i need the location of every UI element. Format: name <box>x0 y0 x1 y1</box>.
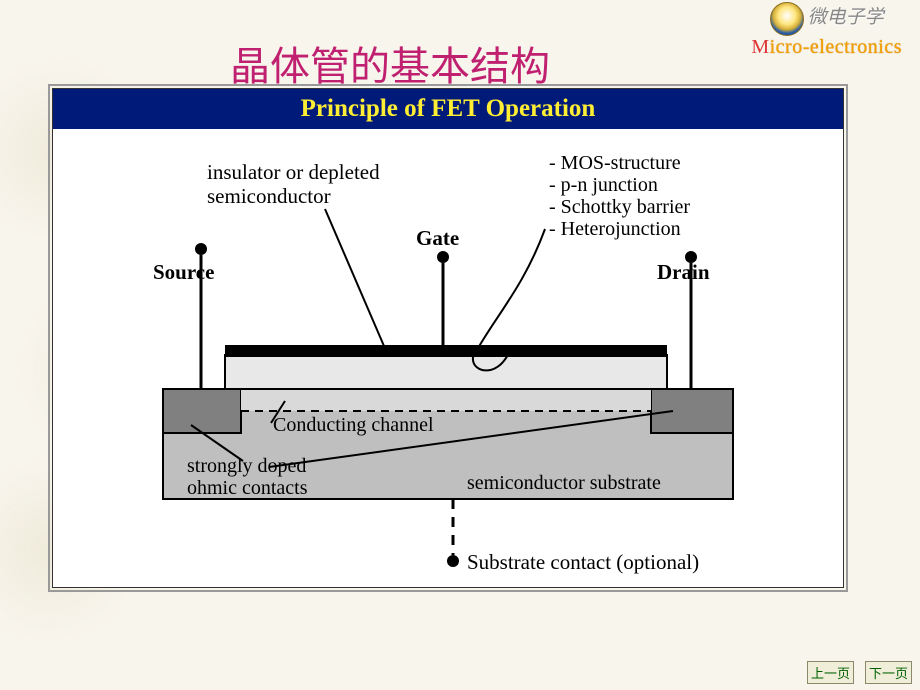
label-gate-type-4: - Heterojunction <box>549 218 681 240</box>
substrate-terminal-icon <box>447 555 459 567</box>
label-gate-type-3: - Schottky barrier <box>549 196 690 218</box>
label-source: Source <box>153 260 214 284</box>
label-insulator2: semiconductor <box>207 184 331 208</box>
insulator-pointer <box>325 209 387 353</box>
gate-metal <box>225 345 667 357</box>
diagram-container: Principle of FET Operation <box>52 88 844 588</box>
next-button[interactable]: 下一页 <box>865 661 912 684</box>
insulator-layer <box>225 355 667 389</box>
brand-en: Micro-electronics <box>751 36 902 58</box>
label-ohmic2: ohmic contacts <box>187 477 308 499</box>
ohmic-right <box>651 389 733 433</box>
diagram-title: Principle of FET Operation <box>53 89 843 129</box>
label-ohmic1: strongly doped <box>187 455 306 477</box>
brand-logo: 微电子学 Micro-electronics <box>751 2 902 59</box>
slide-title: 晶体管的基本结构 <box>230 34 550 92</box>
source-terminal-icon <box>195 243 207 255</box>
channel-region <box>241 389 651 411</box>
ohmic-left <box>163 389 241 433</box>
label-gate-type-2: - p-n junction <box>549 174 658 196</box>
gate-terminal-icon <box>437 251 449 263</box>
label-gate: Gate <box>416 226 459 250</box>
label-drain: Drain <box>657 260 710 284</box>
label-insulator1: insulator or depleted <box>207 160 380 184</box>
fet-diagram: insulator or depleted semiconductor Sour… <box>53 129 843 587</box>
prev-button[interactable]: 上一页 <box>807 661 854 684</box>
label-conducting: Conducting channel <box>273 414 434 436</box>
label-gate-type-1: - MOS-structure <box>549 152 681 174</box>
brand-cn: 微电子学 <box>808 7 884 28</box>
label-sub-contact: Substrate contact (optional) <box>467 550 699 574</box>
university-seal-icon <box>770 2 804 36</box>
label-substrate: semiconductor substrate <box>467 472 661 494</box>
